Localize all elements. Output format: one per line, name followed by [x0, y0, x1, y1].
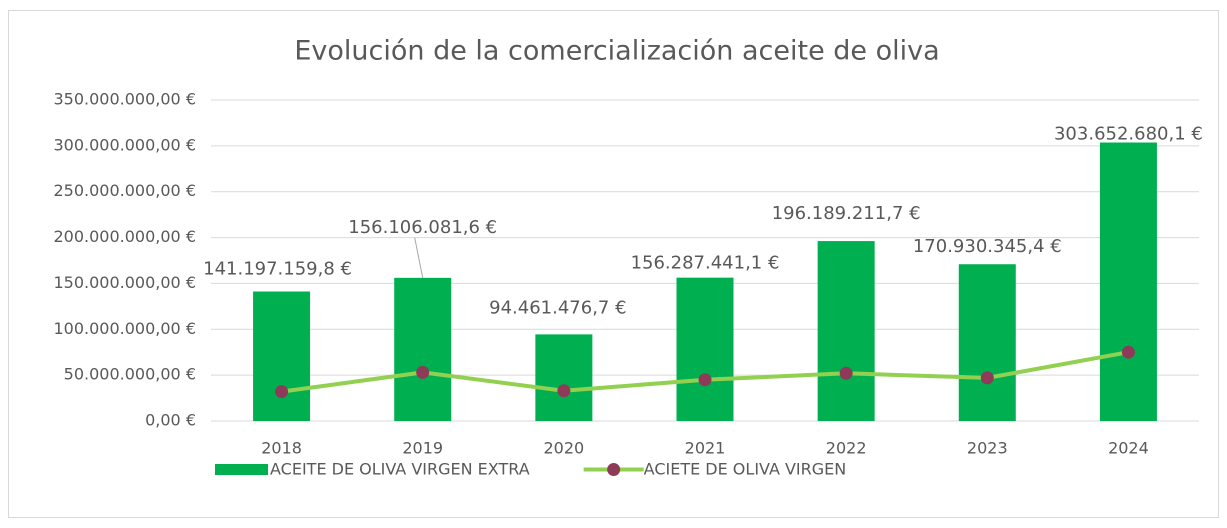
- y-tick-label: 250.000.000,00 €: [54, 181, 197, 200]
- x-tick-label: 2021: [685, 439, 726, 458]
- y-tick-label: 50.000.000,00 €: [64, 365, 196, 384]
- x-tick-label: 2018: [261, 439, 302, 458]
- marker: [980, 371, 994, 385]
- bar: [253, 291, 311, 421]
- marker: [275, 385, 289, 399]
- bar: [958, 264, 1016, 421]
- legend-marker: [607, 463, 621, 476]
- y-tick-label: 300.000.000,00 €: [54, 135, 197, 154]
- y-tick-label: 200.000.000,00 €: [54, 227, 197, 246]
- x-tick-label: 2024: [1108, 439, 1149, 458]
- data-label: 196.189.211,7 €: [772, 203, 921, 224]
- x-tick-label: 2020: [543, 439, 584, 458]
- bar: [535, 334, 593, 421]
- bar: [394, 277, 452, 421]
- bar: [1099, 142, 1157, 421]
- marker: [1121, 345, 1135, 359]
- data-label: 303.652.680,1 €: [1054, 124, 1203, 145]
- marker: [698, 373, 712, 387]
- y-tick-label: 0,00 €: [145, 411, 196, 430]
- x-tick-label: 2022: [826, 439, 867, 458]
- y-tick-label: 100.000.000,00 €: [54, 319, 197, 338]
- marker: [839, 366, 853, 380]
- leader-line: [414, 237, 424, 278]
- bar: [817, 241, 875, 421]
- chart-border: [8, 10, 1219, 518]
- bar: [676, 277, 734, 421]
- x-tick-label: 2023: [967, 439, 1008, 458]
- y-tick-label: 350.000.000,00 €: [54, 90, 197, 109]
- data-label: 141.197.159,8 €: [203, 259, 352, 280]
- marker: [416, 365, 430, 379]
- y-tick-label: 150.000.000,00 €: [54, 273, 197, 292]
- chart-title: Evolución de la comercialización aceite …: [294, 36, 939, 67]
- legend-label: ACIETE DE OLIVA VIRGEN: [644, 460, 847, 479]
- legend-swatch: [215, 464, 268, 475]
- data-label: 94.461.476,7 €: [489, 297, 626, 318]
- marker: [557, 384, 571, 398]
- data-label: 156.106.081,6 €: [348, 217, 497, 238]
- x-tick-label: 2019: [402, 439, 443, 458]
- legend-label: ACEITE DE OLIVA VIRGEN EXTRA: [270, 460, 530, 479]
- data-label: 170.930.345,4 €: [913, 236, 1062, 257]
- data-label: 156.287.441,1 €: [631, 253, 780, 274]
